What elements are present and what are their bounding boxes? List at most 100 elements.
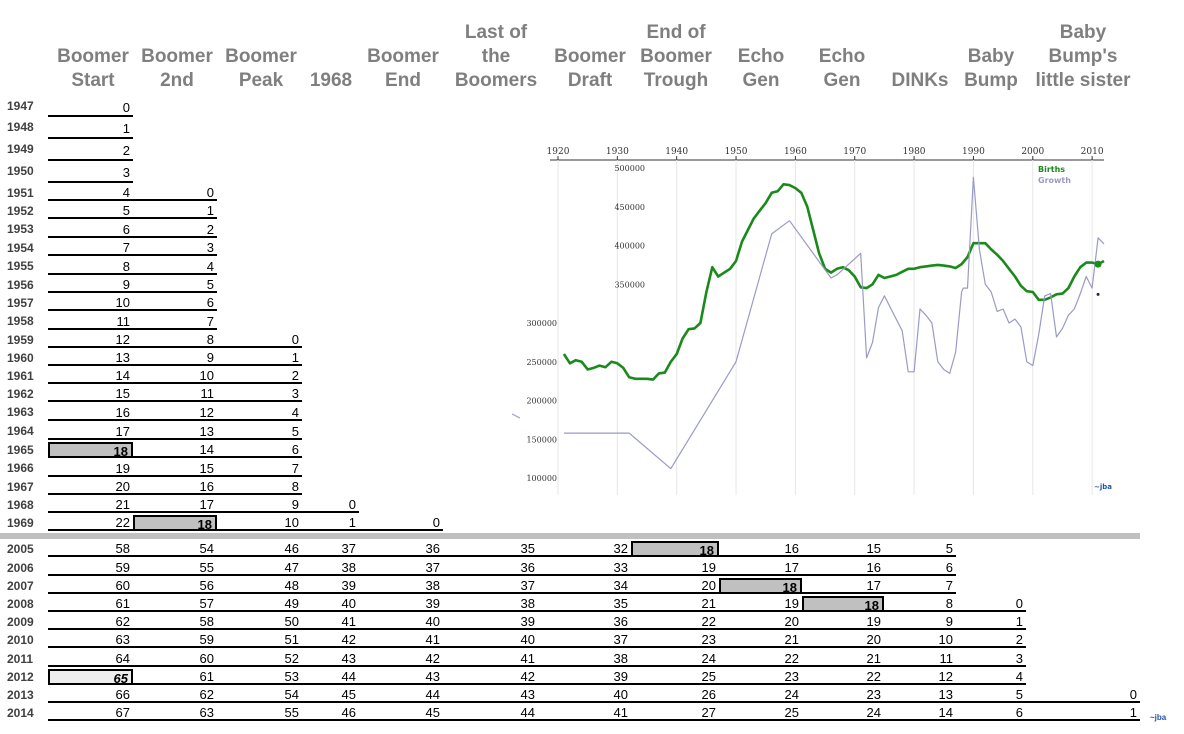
- y-tick-label: 250000: [526, 358, 557, 367]
- column-header: Boomer Draft: [554, 46, 626, 91]
- x-tick-label: 1940: [665, 147, 688, 157]
- table-cell: 22: [48, 515, 133, 531]
- table-cell: 16: [802, 560, 884, 576]
- year-label: 1957: [7, 296, 34, 310]
- table-cell: 55: [133, 560, 217, 576]
- year-label: 1950: [7, 164, 34, 178]
- x-tick-label: 1920: [547, 147, 570, 157]
- column-header: Boomer 2nd: [141, 46, 213, 91]
- births-end-marker: [1094, 260, 1102, 268]
- table-cell: 11: [884, 651, 956, 667]
- column-header: Boomer Peak: [225, 46, 297, 91]
- table-cell: 12: [48, 332, 133, 348]
- table-cell: 8: [48, 258, 133, 275]
- table-cell: 35: [443, 541, 538, 557]
- table-cell: 10: [217, 515, 302, 531]
- column-header: Last of the Boomers: [454, 22, 538, 91]
- table-cell: 3: [217, 386, 302, 402]
- table-cell: 1: [48, 119, 133, 139]
- y-tick-label: 400000: [614, 242, 645, 251]
- year-label: 2008: [7, 597, 34, 611]
- year-label: 1955: [7, 259, 34, 273]
- table-cell: 5: [217, 423, 302, 440]
- table-cell: 17: [48, 423, 133, 440]
- table-cell: 1: [1026, 705, 1140, 721]
- table-cell: 39: [443, 614, 538, 630]
- table-cell: 39: [302, 578, 359, 594]
- table-cell: 24: [802, 705, 884, 721]
- table-cell: 56: [133, 578, 217, 594]
- table-cell: 51: [217, 632, 302, 648]
- column-header: 1968: [309, 70, 353, 91]
- table-cell: 42: [359, 651, 443, 667]
- year-label: 1960: [7, 351, 34, 365]
- y-tick-label: 150000: [526, 435, 557, 444]
- column-header: Echo Gen: [818, 46, 866, 91]
- table-cell: 39: [359, 596, 443, 612]
- year-label: 2005: [7, 542, 34, 556]
- table-cell: 0: [1026, 687, 1140, 703]
- table-cell: 0: [48, 98, 133, 117]
- series-line-growth: [563, 176, 1105, 470]
- table-cell: 2: [133, 221, 217, 238]
- table-cell: 37: [359, 560, 443, 576]
- table-cell: 13: [133, 423, 217, 440]
- table-cell: 57: [133, 596, 217, 612]
- table-cell: 10: [48, 295, 133, 311]
- table-cell: 11: [133, 386, 217, 402]
- table-cell: 22: [631, 614, 719, 630]
- table-cell: 6: [48, 221, 133, 238]
- table-cell: 19: [631, 560, 719, 576]
- table-cell: 10: [884, 632, 956, 648]
- year-label: 1952: [7, 204, 34, 218]
- year-label: 1965: [7, 443, 34, 457]
- table-cell: 1: [302, 515, 359, 531]
- table-cell: 21: [48, 497, 133, 513]
- table-cell: 16: [48, 404, 133, 421]
- table-cell: 58: [133, 614, 217, 630]
- table-cell: 0: [359, 515, 443, 531]
- table-cell: 13: [48, 350, 133, 366]
- table-cell: 36: [359, 541, 443, 557]
- table-cell: 4: [217, 404, 302, 421]
- table-cell: 33: [538, 560, 631, 576]
- year-label: 1948: [7, 120, 34, 134]
- year-label: 2012: [7, 670, 34, 684]
- series-line-births: [562, 182, 1105, 381]
- table-cell: 9: [48, 277, 133, 293]
- table-cell: 45: [359, 705, 443, 721]
- year-label: 1968: [7, 498, 34, 512]
- table-cell: 7: [884, 578, 956, 594]
- table-cell: 46: [302, 705, 359, 721]
- table-cell: 49: [217, 596, 302, 612]
- y-tick-label: 500000: [614, 164, 645, 173]
- x-tick-label: 1970: [843, 147, 866, 157]
- table-cell: 21: [719, 632, 802, 648]
- table-cell: 23: [631, 632, 719, 648]
- table-cell: 15: [802, 541, 884, 557]
- table-cell: 6: [217, 442, 302, 458]
- y-tick-label: 100000: [526, 474, 557, 483]
- table-cell: 37: [443, 578, 538, 594]
- table-cell: 0: [133, 185, 217, 201]
- table-cell: 41: [538, 705, 631, 721]
- table-cell: 42: [302, 632, 359, 648]
- table-cell: 36: [538, 614, 631, 630]
- table-cell: 13: [884, 687, 956, 703]
- year-label: 1963: [7, 405, 34, 419]
- table-cell: 25: [719, 705, 802, 721]
- table-cell: 41: [359, 632, 443, 648]
- table-cell: 18: [133, 515, 217, 532]
- table-cell: 65: [48, 669, 133, 686]
- table-cell: 0: [302, 497, 359, 513]
- x-tick-label: 2010: [1081, 147, 1104, 157]
- table-cell: 9: [217, 497, 302, 513]
- table-cell: 23: [719, 669, 802, 685]
- table-cell: 21: [802, 651, 884, 667]
- table-cell: 10: [133, 368, 217, 384]
- table-cell: 2: [956, 632, 1026, 648]
- table-cell: 12: [133, 404, 217, 421]
- table-cell: 4: [133, 258, 217, 275]
- year-label: 2006: [7, 561, 34, 575]
- table-cell: 3: [133, 240, 217, 256]
